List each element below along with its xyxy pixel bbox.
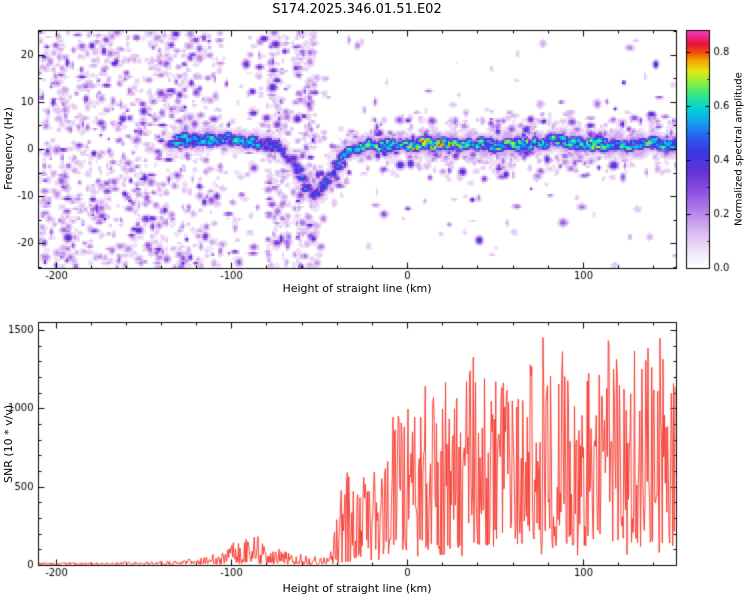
- snr-y-axis-label: SNR (10 * v/v): [2, 404, 15, 483]
- chart-title: S174.2025.346.01.51.E02: [272, 2, 442, 17]
- spectrogram-y-axis-label: Frequency (Hz): [2, 107, 15, 191]
- spectrogram-x-axis-label: Height of straight line (km): [282, 282, 432, 295]
- colorbar-label: Normalized spectral amplitude: [733, 72, 745, 226]
- spectrogram-canvas: [0, 0, 750, 300]
- snr-x-axis-label: Height of straight line (km): [282, 582, 432, 595]
- snr-canvas: [0, 300, 750, 600]
